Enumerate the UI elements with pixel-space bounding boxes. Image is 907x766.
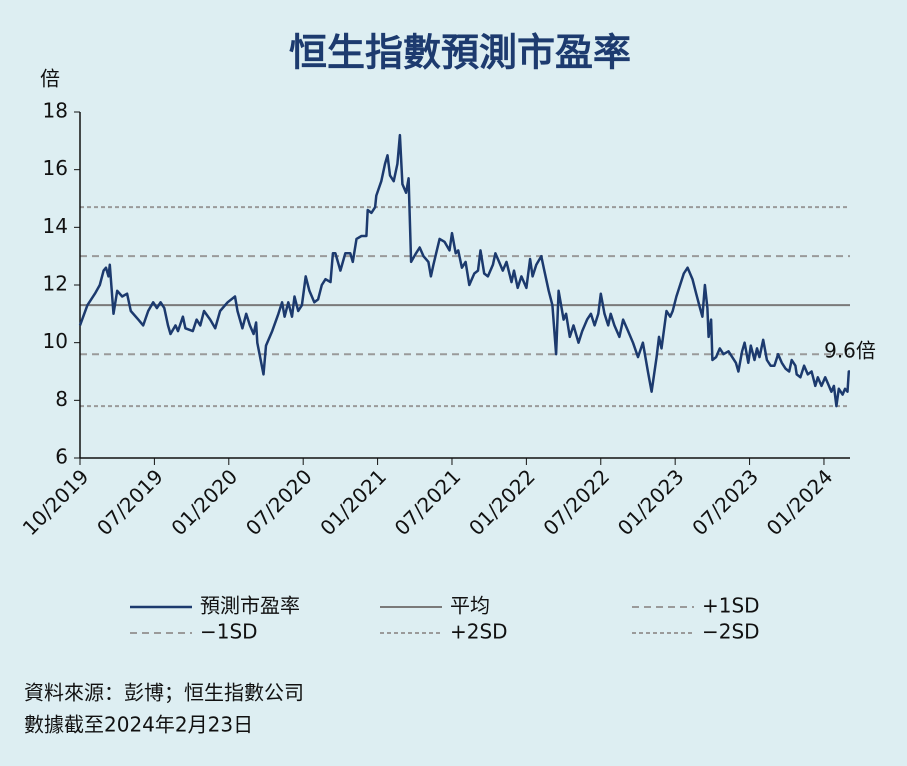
legend-label: 預測市盈率: [200, 594, 300, 618]
x-tick-label: 01/2022: [464, 464, 540, 540]
x-tick-label: 01/2021: [315, 464, 391, 540]
x-tick-label: 10/2019: [18, 464, 94, 540]
x-tick-label: 07/2022: [538, 464, 614, 540]
note: 數據截至2024年2月23日: [24, 713, 253, 737]
x-tick-label: 07/2020: [241, 464, 317, 540]
y-tick-label: 16: [43, 156, 68, 180]
y-tick-label: 12: [43, 272, 68, 296]
y-tick-label: 8: [55, 387, 68, 411]
x-tick-label: 01/2024: [762, 464, 838, 540]
source: 資料來源：彭博；恒生指數公司: [24, 681, 304, 705]
legend-label: 平均: [450, 594, 490, 618]
x-tick-label: 07/2023: [687, 464, 763, 540]
legend-label: −1SD: [200, 620, 258, 644]
y-axis-label: 倍: [40, 67, 60, 91]
legend-label: −2SD: [702, 620, 760, 644]
y-tick-label: 14: [43, 214, 68, 238]
legend-label: +2SD: [450, 620, 508, 644]
x-tick-label: 01/2023: [613, 464, 689, 540]
data-line: [78, 133, 851, 408]
annotation: 9.6倍: [824, 339, 876, 363]
x-tick-label: 01/2020: [166, 464, 242, 540]
x-tick-label: 07/2019: [92, 464, 168, 540]
legend-label: +1SD: [702, 594, 760, 618]
y-tick-label: 10: [43, 329, 68, 353]
x-tick-label: 07/2021: [390, 464, 466, 540]
chart-title: 恒生指數預測市盈率: [289, 31, 631, 75]
y-tick-label: 18: [43, 99, 68, 123]
y-tick-label: 6: [55, 445, 68, 469]
